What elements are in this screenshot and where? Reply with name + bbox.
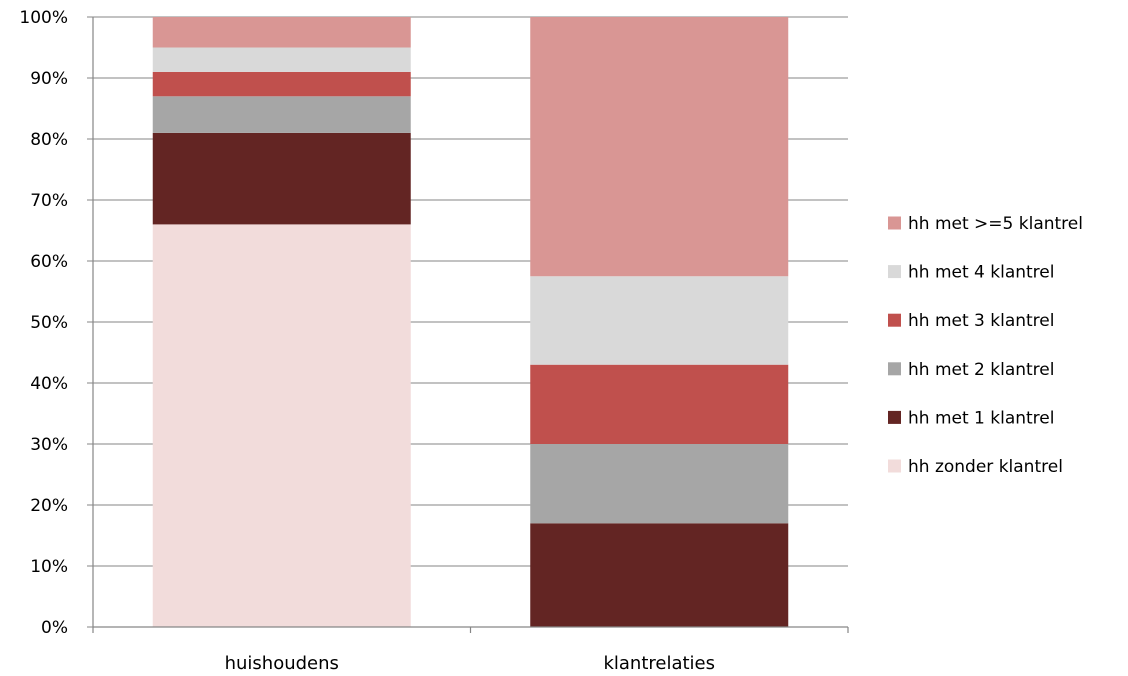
y-tick-label: 10%: [30, 557, 68, 577]
legend-label: hh zonder klantrel: [908, 457, 1063, 477]
bar-segment-klantrelaties-series-1: [530, 523, 789, 627]
legend-label: hh met 1 klantrel: [908, 408, 1054, 428]
y-tick-label: 40%: [30, 374, 68, 394]
y-tick-label: 50%: [30, 313, 68, 333]
legend-label: hh met 2 klantrel: [908, 360, 1054, 380]
y-tick-label: 30%: [30, 435, 68, 455]
legend-label: hh met >=5 klantrel: [908, 214, 1083, 234]
y-tick-label: 0%: [41, 618, 68, 638]
legend-swatch: [888, 216, 901, 230]
legend: hh met >=5 klantrel hh met 4 klantrel hh m…: [888, 214, 1083, 477]
x-category-label: huishoudens: [225, 653, 339, 674]
legend-swatch: [888, 313, 901, 327]
y-tick-label: 100%: [19, 8, 68, 28]
x-axis-labels: huishoudens klantrelaties: [225, 653, 715, 674]
y-axis-ticks: 0% 10% 20% 30% 40% 50% 60% 70% 80% 90% 100%: [19, 8, 93, 638]
bars: [152, 17, 789, 627]
legend-label: hh met 3 klantrel: [908, 311, 1054, 331]
bar-segment-klantrelaties-series-3: [530, 364, 789, 444]
bar-segment-huishoudens-series-1: [152, 132, 411, 225]
legend-swatch: [888, 265, 901, 279]
bar-segment-huishoudens-series-4: [152, 47, 411, 72]
bar-segment-huishoudens-series-5: [152, 17, 411, 48]
legend-swatch: [888, 410, 901, 424]
bar-segment-huishoudens-series-2: [152, 96, 411, 133]
bar-segment-klantrelaties-series-5: [530, 17, 789, 277]
legend-swatch: [888, 459, 901, 473]
legend-label: hh met 4 klantrel: [908, 263, 1054, 283]
y-tick-label: 70%: [30, 191, 68, 211]
bar-segment-klantrelaties-series-2: [530, 444, 789, 524]
y-tick-label: 90%: [30, 69, 68, 89]
legend-swatch: [888, 362, 901, 376]
bar-segment-huishoudens-series-0: [152, 224, 411, 627]
bar-segment-klantrelaties-series-4: [530, 276, 789, 365]
y-tick-label: 20%: [30, 496, 68, 516]
y-tick-label: 80%: [30, 130, 68, 150]
y-tick-label: 60%: [30, 252, 68, 272]
x-category-label: klantrelaties: [603, 653, 715, 674]
bar-segment-huishoudens-series-3: [152, 71, 411, 97]
